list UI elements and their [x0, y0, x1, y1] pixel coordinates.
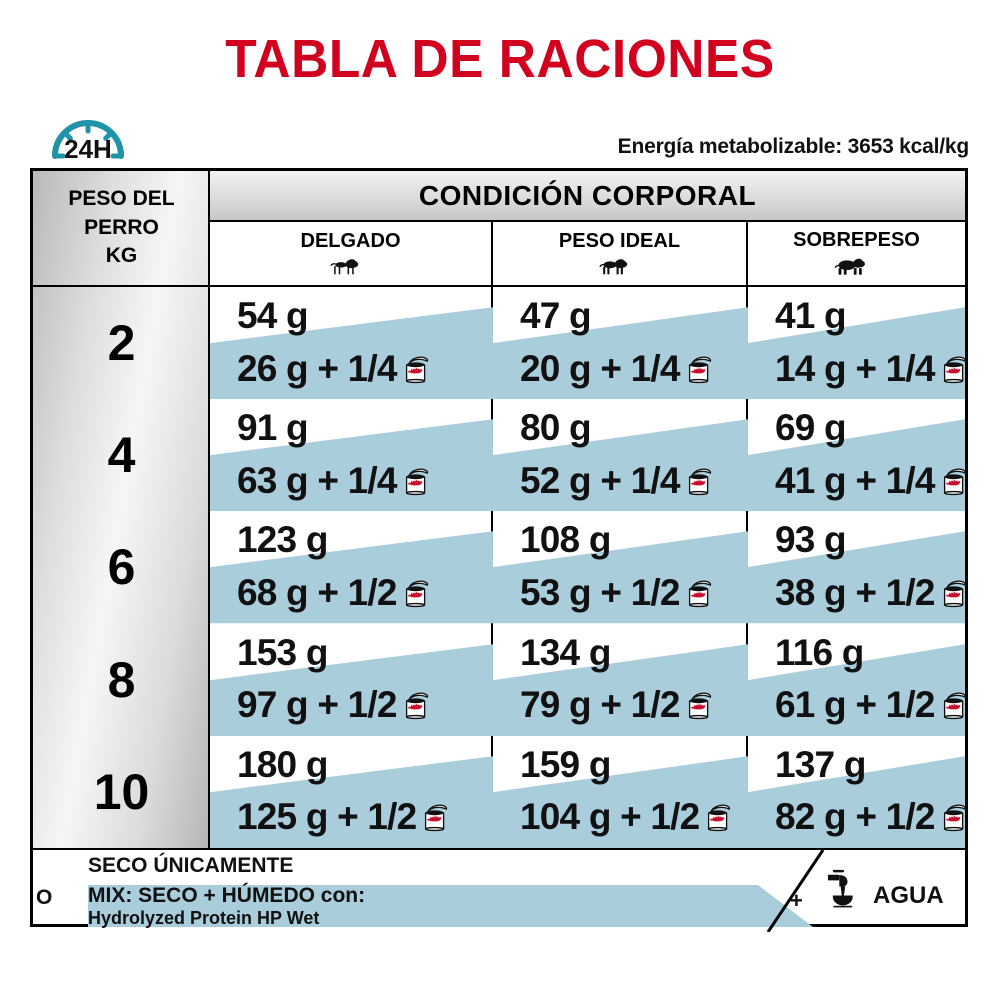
svg-text:24H: 24H	[64, 134, 112, 164]
